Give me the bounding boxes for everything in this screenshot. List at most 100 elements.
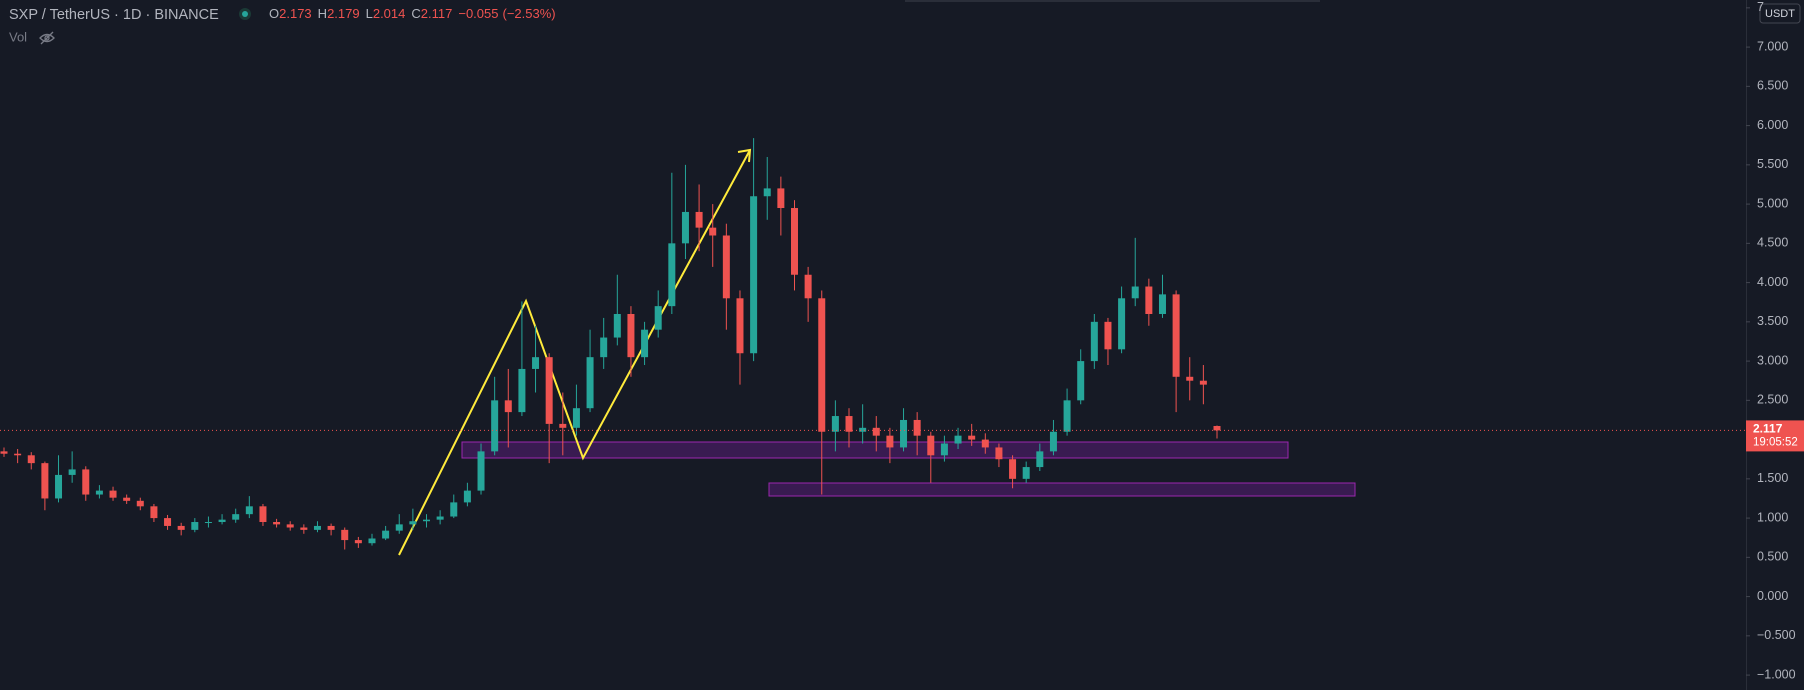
candle-body — [1213, 426, 1221, 431]
candle-body — [27, 455, 35, 464]
candle-body — [927, 435, 935, 456]
candle-body — [341, 529, 349, 541]
y-tick-label: 1.000 — [1757, 510, 1788, 524]
candle-body — [1036, 451, 1044, 468]
y-tick-label: −0.500 — [1757, 628, 1796, 642]
countdown-label: 19:05:52 — [1753, 436, 1798, 448]
change-value: −0.055 — [458, 6, 498, 21]
candle-body — [1104, 321, 1112, 350]
candle-body — [504, 400, 512, 413]
legend-key: L — [366, 6, 373, 21]
candle-body — [354, 540, 362, 544]
drawings — [398, 148, 1356, 556]
candle-body — [0, 451, 8, 454]
candle-body — [245, 506, 253, 515]
toolbar-edge — [905, 0, 1320, 2]
candle-body — [368, 538, 376, 544]
candle-body — [831, 416, 839, 432]
candle-body — [763, 188, 771, 197]
candle-body — [913, 419, 921, 436]
candle-body — [940, 443, 948, 456]
candle-body — [1009, 459, 1017, 479]
candle-body — [654, 306, 662, 330]
legend-value: 2.014 — [373, 6, 406, 21]
legend-value: 2.117 — [421, 6, 453, 21]
currency-box[interactable] — [1759, 3, 1801, 24]
y-tick-label: 6.000 — [1757, 118, 1788, 132]
candle-body — [600, 337, 608, 358]
candle-body — [518, 368, 526, 413]
y-tick-label: 7 — [1757, 0, 1764, 14]
y-tick-label: 3.000 — [1757, 353, 1788, 367]
candle-body — [532, 357, 540, 369]
support-zone[interactable] — [768, 482, 1356, 497]
candle-body — [613, 313, 621, 338]
legend-key: H — [318, 6, 327, 21]
candle-body — [232, 514, 240, 520]
candle-body — [164, 518, 172, 526]
candle-body — [709, 227, 717, 236]
y-tick-label: 3.500 — [1757, 314, 1788, 328]
candle-body — [900, 419, 908, 448]
candle-body — [136, 500, 144, 507]
candle-body — [954, 435, 962, 444]
candle-body — [722, 235, 730, 299]
y-tick-label: 4.000 — [1757, 275, 1788, 289]
candle-body — [1022, 467, 1030, 479]
hidden-eye-icon[interactable] — [39, 31, 55, 45]
candle-body — [886, 435, 894, 448]
candle-body — [218, 519, 226, 523]
candle-body — [545, 357, 553, 424]
y-tick-label: 1.500 — [1757, 471, 1788, 485]
legend-value: 2.179 — [327, 6, 360, 21]
candle-body — [1199, 380, 1207, 385]
candle-body — [177, 525, 185, 530]
candle-body — [681, 211, 689, 244]
candle-body — [572, 408, 580, 428]
candle-body — [668, 243, 676, 307]
candle-body — [286, 524, 294, 528]
candle-body — [477, 451, 485, 491]
candle-body — [872, 427, 880, 436]
y-tick-label: 2.500 — [1757, 393, 1788, 407]
legend-value: 2.173 — [279, 6, 312, 21]
y-tick-label: 0.500 — [1757, 550, 1788, 564]
candle-body — [995, 447, 1003, 460]
candle-body — [790, 208, 798, 275]
candle-body — [641, 329, 649, 358]
y-tick-label: 5.500 — [1757, 157, 1788, 171]
symbol-title[interactable]: SXP / TetherUS · 1D · BINANCE — [9, 7, 219, 23]
candle-body — [981, 439, 989, 448]
candle-body — [409, 521, 417, 525]
y-tick-label: 5.000 — [1757, 196, 1788, 210]
candle-body — [1158, 294, 1166, 314]
candle-body — [41, 463, 49, 499]
legend-key: O — [269, 6, 279, 21]
candle-body — [750, 196, 758, 354]
candle-body — [423, 519, 431, 522]
candle-body — [1118, 298, 1126, 350]
candle-body — [1049, 431, 1057, 452]
candle-body — [300, 527, 308, 530]
volume-label[interactable]: Vol — [9, 29, 27, 44]
candle-body — [491, 400, 499, 452]
candle-body — [273, 522, 281, 525]
candle-body — [804, 274, 812, 299]
candle-body — [1172, 294, 1180, 377]
candle-body — [259, 506, 267, 523]
candle-body — [436, 516, 444, 520]
candle-body — [191, 522, 199, 530]
candle-body — [859, 427, 867, 432]
candle-body — [777, 188, 785, 209]
candle-body — [968, 435, 976, 440]
support-zone[interactable] — [461, 441, 1289, 459]
y-tick-label: 6.500 — [1757, 79, 1788, 93]
candle-body — [450, 502, 458, 517]
candle-body — [82, 469, 90, 495]
candle-body — [559, 423, 567, 428]
trend-path[interactable] — [398, 149, 751, 556]
change-percent: (−2.53%) — [502, 6, 555, 21]
candle-body — [95, 490, 103, 495]
